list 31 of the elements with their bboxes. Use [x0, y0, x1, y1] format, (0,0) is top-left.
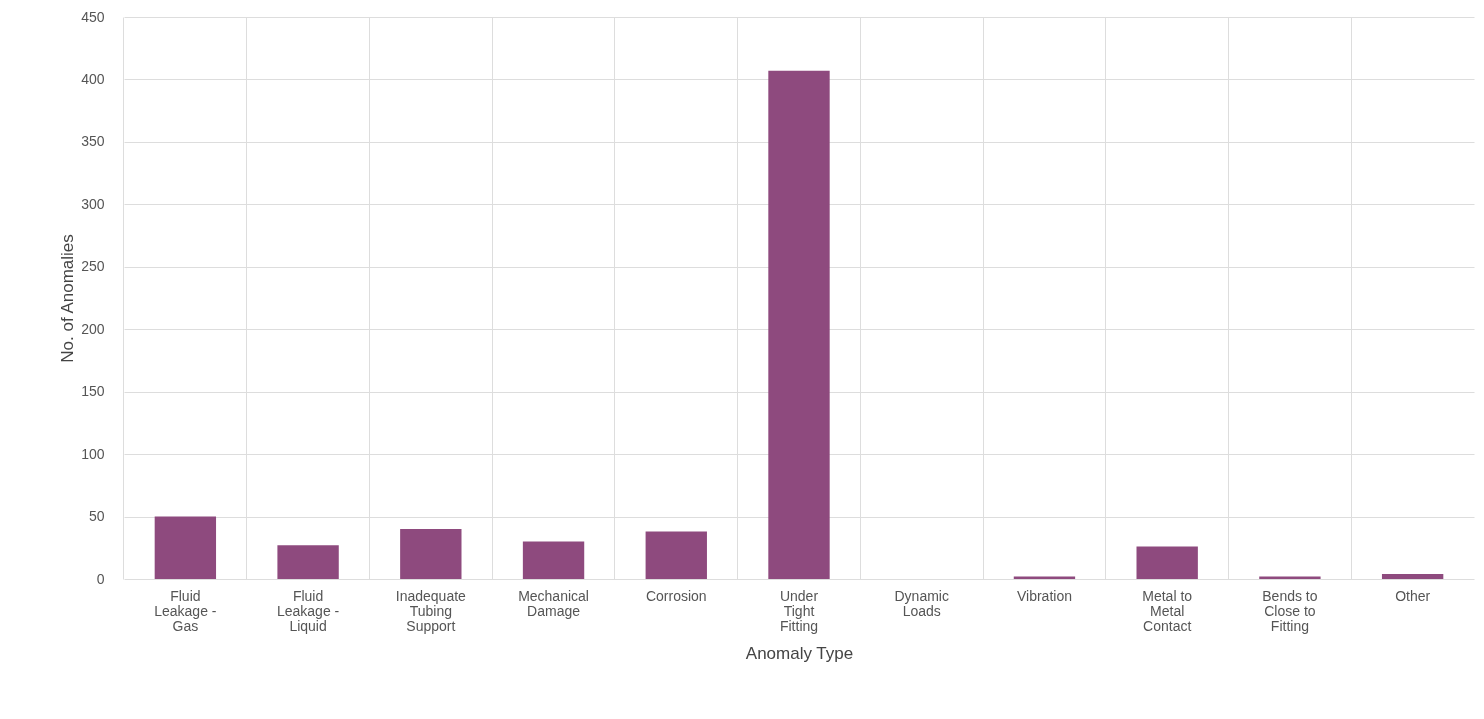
y-tick-label: 200 — [81, 320, 105, 337]
x-tick-label: Mechanical Damage — [518, 587, 589, 619]
y-tick-label: 50 — [88, 508, 105, 525]
bar — [277, 545, 339, 579]
y-tick-label: 400 — [81, 70, 105, 87]
x-tick-label: Corrosion — [645, 587, 707, 604]
bar — [154, 516, 217, 579]
x-tick-label: Vibration — [1016, 587, 1072, 604]
bar — [768, 70, 830, 579]
bar — [522, 541, 585, 579]
bar — [1136, 546, 1198, 579]
y-tick-label: 350 — [81, 133, 105, 150]
x-tick-label: Inadequate Tubing Support — [395, 587, 467, 634]
x-tick-label: Fluid Leakage - Liquid — [276, 587, 340, 634]
bar — [645, 531, 707, 579]
bar — [1381, 574, 1444, 579]
x-tick-label: Bends to Close to Fitting — [1262, 587, 1318, 634]
y-tick-label: 150 — [81, 383, 105, 400]
x-tick-label: Fluid Leakage - Gas — [154, 587, 217, 634]
y-tick-label: 100 — [81, 445, 105, 462]
y-tick-label: 300 — [81, 195, 105, 212]
x-tick-label: Other — [1395, 587, 1431, 604]
y-tick-label: 450 — [81, 8, 105, 25]
bar — [400, 529, 462, 579]
y-tick-label: 250 — [81, 258, 105, 275]
x-tick-label: Dynamic Loads — [894, 587, 949, 619]
x-tick-label: Under Tight Fitting — [779, 587, 819, 634]
y-tick-label: 0 — [96, 570, 105, 587]
y-axis-title: No. of Anomalies — [58, 234, 78, 363]
x-tick-label: Metal to Metal Contact — [1142, 587, 1193, 634]
x-axis-title: Anomaly Type — [745, 643, 854, 663]
